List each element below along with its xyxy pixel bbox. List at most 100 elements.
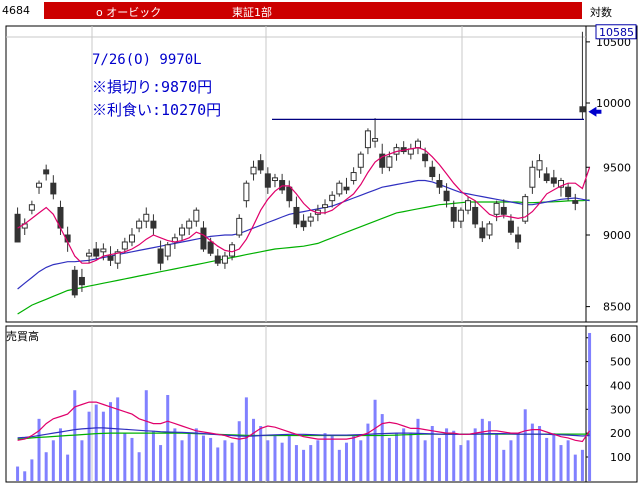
price-tick-label: 8500 xyxy=(603,301,631,314)
candle-body xyxy=(379,153,386,168)
scale-mode[interactable]: 対数 xyxy=(590,6,612,19)
arrow-icon xyxy=(588,106,602,117)
candle-body xyxy=(50,182,57,195)
volume-bar xyxy=(244,397,248,481)
volume-bar xyxy=(294,445,298,481)
candle-body xyxy=(86,252,93,257)
stock-name: o オービック xyxy=(96,6,162,19)
candle-body xyxy=(207,241,214,254)
volume-bar xyxy=(402,428,406,481)
volume-bar xyxy=(166,394,170,481)
candle-body xyxy=(479,227,486,239)
volume-bar xyxy=(144,390,148,481)
volume-bar xyxy=(588,332,592,481)
volume-bar xyxy=(252,418,256,481)
volume-bar xyxy=(459,445,463,481)
volume-bar xyxy=(309,445,313,481)
candle-body xyxy=(536,160,543,171)
volume-bar xyxy=(352,435,356,481)
candle-body xyxy=(493,202,500,215)
candle-body xyxy=(243,182,250,202)
candle-body xyxy=(307,216,314,222)
volume-bar xyxy=(580,449,584,481)
candle-body xyxy=(529,166,536,188)
volume-bar xyxy=(80,440,84,481)
candle-body xyxy=(107,255,114,261)
volume-bar xyxy=(344,442,348,481)
volume-bar xyxy=(230,442,234,481)
candle-body xyxy=(250,166,257,175)
volume-bar xyxy=(287,435,291,481)
price-tick-label: 9500 xyxy=(603,161,631,174)
volume-bar xyxy=(37,418,41,481)
candle-body xyxy=(150,220,157,229)
volume-bar xyxy=(452,430,456,481)
candle-body xyxy=(364,130,371,149)
volume-bar xyxy=(66,454,70,481)
candle-body xyxy=(572,200,579,204)
price-ma-short-line xyxy=(17,146,591,264)
candle-body xyxy=(193,209,200,222)
volume-bar xyxy=(109,402,113,481)
volume-bar xyxy=(58,428,62,481)
volume-bar xyxy=(273,435,277,481)
candle-body xyxy=(300,220,307,228)
candle-body xyxy=(257,160,264,171)
candle-body xyxy=(164,244,171,257)
volume-bar xyxy=(223,440,227,481)
candle-body xyxy=(436,180,443,188)
volume-bar xyxy=(44,452,48,481)
candle-body xyxy=(43,169,50,175)
volume-bar xyxy=(423,440,427,481)
volume-bar xyxy=(209,437,213,481)
candle-body xyxy=(121,241,128,250)
volume-tick-label: 300 xyxy=(610,403,631,416)
volume-bar xyxy=(216,447,220,481)
volume-ma-short-line xyxy=(17,401,591,443)
candle-body xyxy=(286,186,293,202)
volume-bar xyxy=(509,440,513,481)
candle-body xyxy=(271,177,278,182)
volume-bar xyxy=(552,433,556,481)
candle-body xyxy=(214,255,221,264)
volume-bar xyxy=(316,440,320,481)
volume-bar xyxy=(23,471,27,481)
candle-body xyxy=(229,244,236,257)
volume-bar xyxy=(323,433,327,481)
volume-bar xyxy=(523,409,527,481)
volume-bar xyxy=(259,425,263,481)
volume-tick-label: 600 xyxy=(610,332,631,345)
candle-body xyxy=(179,227,186,236)
candle-body xyxy=(500,206,507,215)
volume-bar xyxy=(430,425,434,481)
price-tick-label: 10000 xyxy=(596,97,631,110)
candle-body xyxy=(186,220,193,229)
volume-bar xyxy=(187,433,191,481)
candle-body xyxy=(507,220,514,233)
volume-bar xyxy=(566,440,570,481)
candle-body xyxy=(28,204,35,211)
volume-bar xyxy=(94,404,98,481)
candle-body xyxy=(543,173,550,182)
market-name: 東証1部 xyxy=(232,6,272,19)
stock-code: 4684 xyxy=(2,4,30,17)
candle-body xyxy=(579,106,586,113)
volume-bar xyxy=(466,440,470,481)
candle-body xyxy=(443,190,450,202)
volume-tick-label: 100 xyxy=(610,451,631,464)
candle-body xyxy=(329,194,336,202)
volume-label: 売買高 xyxy=(6,330,39,343)
volume-bar xyxy=(30,459,34,481)
volume-bar xyxy=(137,452,141,481)
candle-body xyxy=(429,166,436,178)
volume-bar xyxy=(573,454,577,481)
volume-bar xyxy=(130,437,134,481)
candle-body xyxy=(143,213,150,222)
volume-bar xyxy=(516,433,520,481)
candle-body xyxy=(36,182,43,188)
volume-bar xyxy=(101,411,105,481)
candle-body xyxy=(557,180,564,188)
volume-bar xyxy=(123,433,127,481)
candle-body xyxy=(343,186,350,191)
candle-body xyxy=(472,206,479,225)
